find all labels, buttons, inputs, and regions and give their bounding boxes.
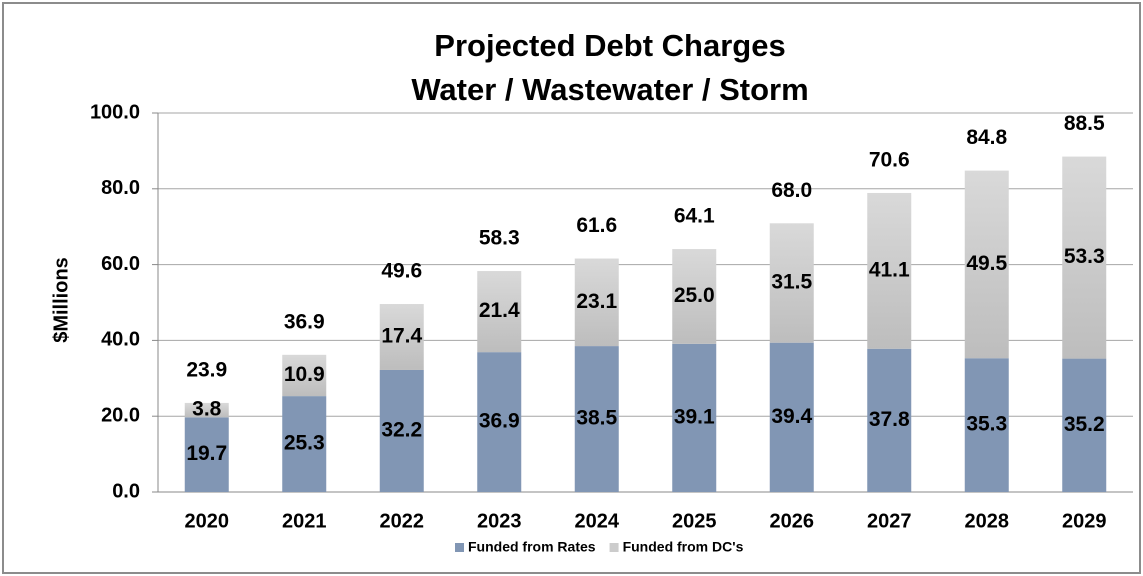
total-label: 68.0	[771, 179, 812, 202]
total-label: 36.9	[284, 310, 325, 333]
bar-segment	[574, 258, 619, 347]
bar-segment	[672, 343, 717, 492]
x-tick-label: 2027	[867, 510, 912, 532]
data-label: 39.4	[771, 405, 812, 428]
bar-segment	[1062, 358, 1107, 492]
data-label: 21.4	[479, 299, 520, 322]
data-label: 39.1	[674, 405, 715, 428]
legend-swatch	[609, 543, 619, 552]
data-label: 38.5	[576, 407, 617, 430]
data-label: 36.9	[479, 410, 520, 433]
y-tick-label: 0.0	[112, 480, 140, 502]
bar-segment	[867, 192, 912, 349]
data-label: 35.2	[1064, 413, 1105, 436]
y-tick-label: 100.0	[90, 101, 140, 123]
total-label: 61.6	[576, 214, 617, 237]
y-tick-label: 40.0	[101, 329, 140, 351]
chart-title: Projected Debt Charges	[434, 28, 785, 63]
bar-segment	[574, 346, 619, 492]
bar-segment	[769, 342, 814, 492]
chart-subtitle: Water / Wastewater / Storm	[411, 72, 808, 107]
data-label: 19.7	[186, 442, 227, 465]
y-tick-label: 20.0	[101, 404, 140, 426]
bar-segment	[964, 358, 1009, 492]
data-label: 25.0	[674, 284, 715, 307]
y-tick-label: 60.0	[101, 253, 140, 275]
legend-label: Funded from DC's	[623, 539, 744, 555]
bar-segment	[1062, 156, 1107, 359]
bar-segment	[379, 369, 424, 492]
bar-segment	[184, 417, 229, 492]
data-label: 49.5	[966, 252, 1007, 275]
bar-segment	[379, 304, 424, 370]
bar-segment	[477, 352, 522, 492]
x-tick-label: 2028	[965, 510, 1010, 532]
data-label: 32.2	[381, 419, 422, 442]
data-label: 23.1	[576, 290, 617, 313]
total-label: 49.6	[381, 260, 422, 283]
legend-label: Funded from Rates	[468, 539, 596, 555]
data-label: 31.5	[771, 271, 812, 294]
bar-segment	[282, 396, 327, 492]
total-label: 70.6	[869, 149, 910, 172]
y-tick-label: 80.0	[101, 177, 140, 199]
total-label: 88.5	[1064, 112, 1105, 135]
data-label: 37.8	[869, 408, 910, 431]
x-tick-label: 2026	[770, 510, 815, 532]
bar-segment	[672, 249, 717, 344]
x-tick-label: 2023	[477, 510, 522, 532]
x-tick-label: 2024	[575, 510, 620, 532]
data-label: 25.3	[284, 432, 325, 455]
data-label: 53.3	[1064, 245, 1105, 268]
bar-segment	[867, 348, 912, 492]
bar-segment	[282, 354, 327, 397]
legend-swatch	[455, 543, 464, 552]
bar-segment	[964, 170, 1009, 359]
bar-segment	[184, 402, 229, 418]
bar-segment	[477, 271, 522, 353]
total-label: 23.9	[186, 358, 227, 381]
x-tick-label: 2022	[380, 510, 425, 532]
x-tick-label: 2021	[282, 510, 327, 532]
x-tick-label: 2020	[185, 510, 230, 532]
data-label: 3.8	[192, 398, 222, 421]
x-tick-label: 2029	[1062, 510, 1107, 532]
data-label: 10.9	[284, 363, 325, 386]
data-label: 35.3	[966, 413, 1007, 436]
total-label: 64.1	[674, 205, 715, 228]
y-axis-label: $Millions	[50, 257, 72, 343]
x-tick-label: 2025	[672, 510, 717, 532]
bar-segment	[769, 223, 814, 343]
total-label: 84.8	[966, 126, 1007, 149]
data-label: 17.4	[381, 325, 422, 348]
total-label: 58.3	[479, 227, 520, 250]
data-label: 41.1	[869, 258, 910, 281]
